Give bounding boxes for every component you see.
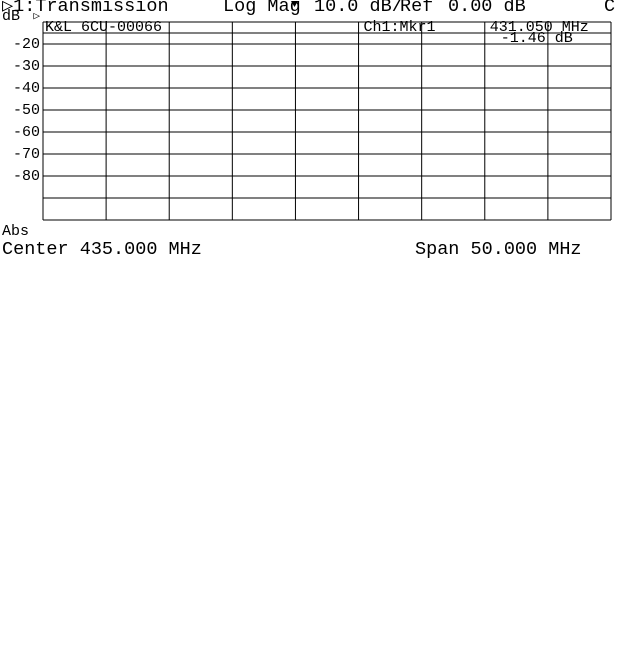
- svg-text:-30: -30: [13, 58, 40, 75]
- svg-text:-50: -50: [13, 102, 40, 119]
- svg-text:K&L 6CU-00066: K&L 6CU-00066: [45, 19, 162, 36]
- svg-text:Span 50.000 MHz: Span 50.000 MHz: [415, 239, 582, 260]
- svg-text:▷1:Transmission: ▷1:Transmission: [2, 0, 169, 17]
- svg-text:-1.46 dB: -1.46 dB: [501, 30, 573, 47]
- svg-text:Ch1:Mkr1: Ch1:Mkr1: [364, 19, 436, 36]
- svg-text:-80: -80: [13, 168, 40, 185]
- svg-text:10.0 dB/: 10.0 dB/: [314, 0, 403, 17]
- svg-text:-40: -40: [13, 80, 40, 97]
- svg-text:-60: -60: [13, 124, 40, 141]
- svg-text:Ref: Ref: [400, 0, 433, 17]
- svg-text:Log Mag: Log Mag: [223, 0, 301, 17]
- svg-text:C: C: [604, 0, 615, 17]
- svg-text:dB: dB: [2, 8, 20, 25]
- svg-text:-70: -70: [13, 146, 40, 163]
- svg-text:Abs: Abs: [2, 223, 29, 240]
- svg-text:-20: -20: [13, 36, 40, 53]
- svg-text:▷: ▷: [33, 11, 40, 23]
- svg-text:0.00 dB: 0.00 dB: [448, 0, 526, 17]
- svg-text:Center 435.000 MHz: Center 435.000 MHz: [2, 239, 202, 260]
